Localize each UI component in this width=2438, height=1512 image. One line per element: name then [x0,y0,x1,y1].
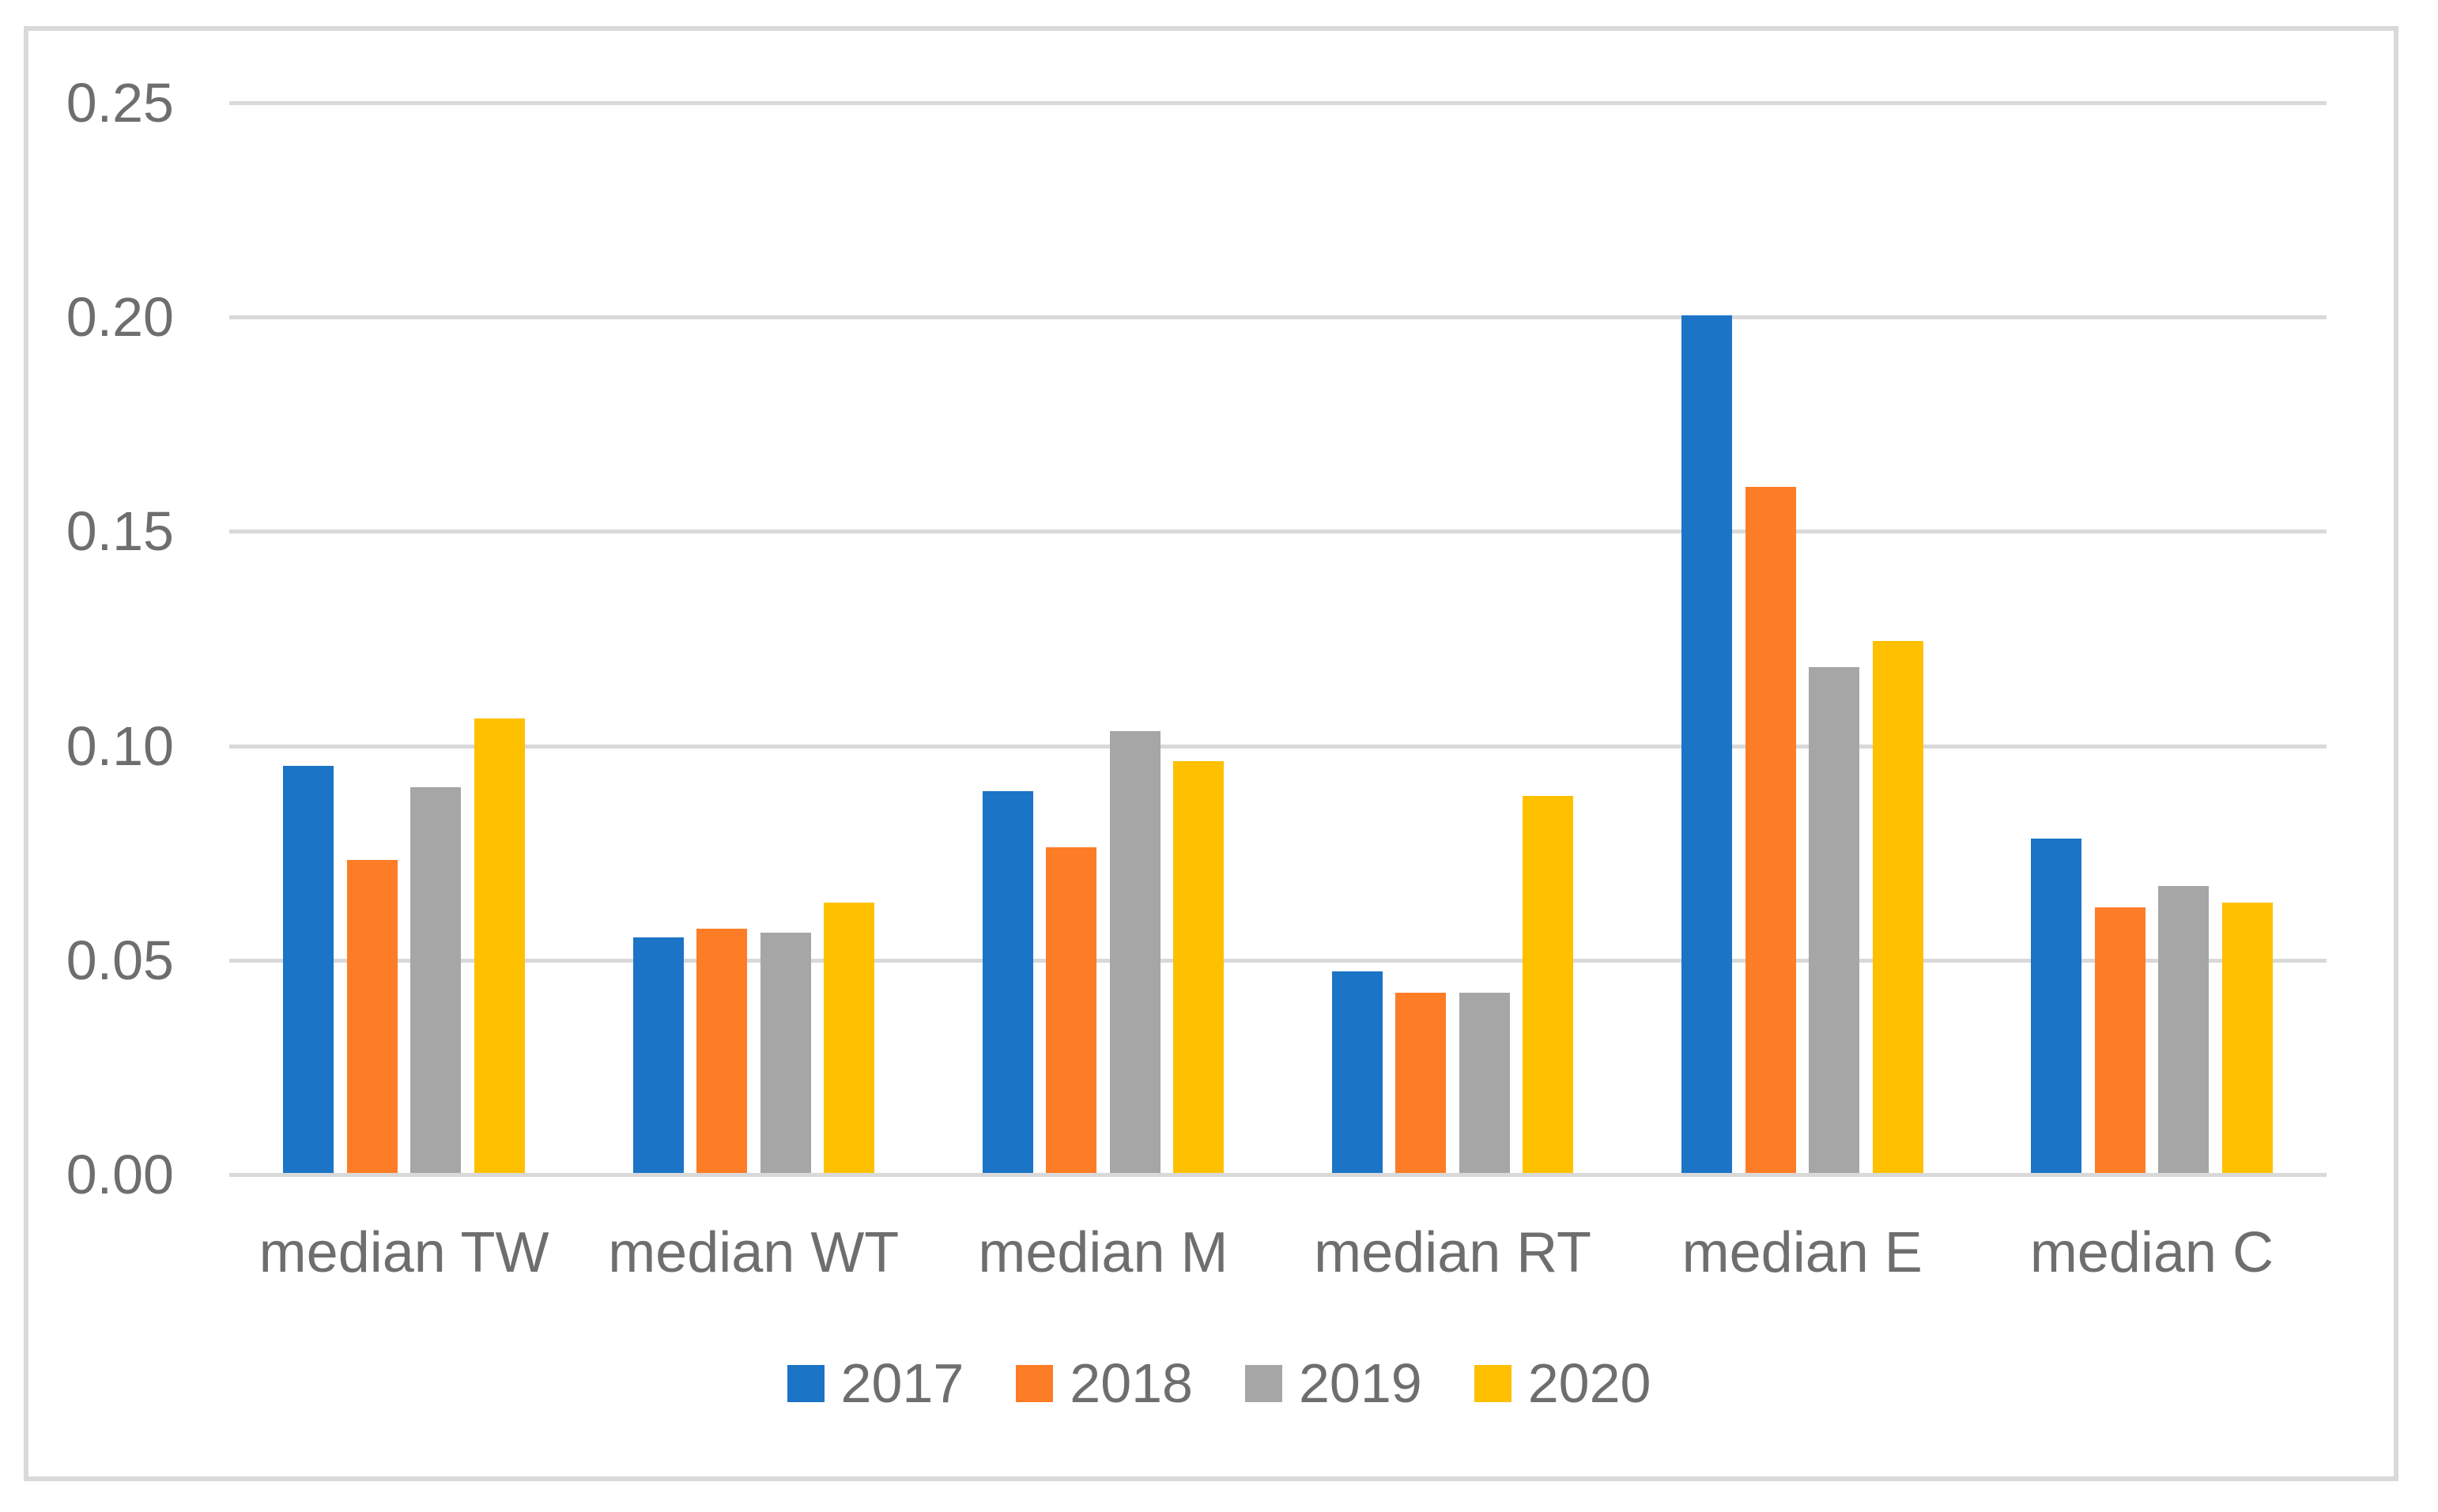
y-tick-label: 0.15 [66,500,174,563]
legend-item-2019: 2019 [1245,1353,1422,1413]
bar-2017-median-C [2031,838,2082,1173]
gridline [229,958,2327,963]
bar-2018-median-TW [346,860,398,1173]
bar-2018-median-C [2094,907,2146,1173]
bar-2020-median-C [2221,903,2273,1173]
bar-2019-median-C [2158,885,2210,1173]
bar-2019-median-M [1109,731,1161,1173]
bar-2018-median-E [1745,487,1796,1173]
bar-2020-median-M [1173,761,1225,1173]
chart-border [24,26,2398,1481]
y-tick-label: 0.05 [66,929,174,991]
bar-2020-median-RT [1523,795,1574,1173]
legend-swatch-2017 [787,1364,825,1402]
legend-item-2017: 2017 [787,1353,964,1413]
legend-swatch-2018 [1016,1364,1054,1402]
gridline [229,530,2327,534]
legend-label: 2019 [1299,1352,1422,1414]
legend-swatch-2019 [1245,1364,1282,1402]
x-category-label: median WT [608,1221,900,1284]
x-category-label: median M [978,1221,1228,1284]
gridline [229,101,2327,105]
bar-2019-median-WT [760,933,811,1173]
bar-2017-median-TW [283,765,334,1173]
bar-2020-median-WT [824,903,874,1173]
gridline [229,315,2327,320]
bar-2017-median-RT [1331,971,1383,1173]
legend-label: 2018 [1070,1352,1193,1414]
bar-2017-median-WT [632,937,684,1173]
y-tick-label: 0.25 [66,72,174,134]
legend-swatch-2020 [1474,1364,1511,1402]
y-tick-label: 0.10 [66,715,174,777]
legend-item-2020: 2020 [1474,1353,1651,1413]
bar-2019-median-E [1809,666,1859,1173]
legend-item-2018: 2018 [1016,1353,1193,1413]
x-category-label: median TW [259,1221,549,1284]
x-category-label: median RT [1314,1221,1591,1284]
bar-2017-median-E [1681,315,1732,1173]
gridline [229,1173,2327,1177]
y-tick-label: 0.00 [66,1144,174,1205]
bar-2018-median-M [1046,846,1097,1173]
bar-2018-median-RT [1395,993,1447,1173]
bar-2019-median-RT [1459,993,1510,1173]
bar-2018-median-WT [696,928,747,1173]
legend: 2017 2018 2019 2020 [0,1353,2438,1413]
bar-2020-median-TW [474,718,525,1173]
x-category-label: median C [2029,1221,2274,1284]
legend-label: 2017 [840,1352,964,1414]
bar-2020-median-E [1872,641,1923,1173]
y-tick-label: 0.20 [66,286,174,349]
x-category-label: median E [1681,1221,1923,1284]
legend-label: 2020 [1527,1352,1651,1414]
gridline [229,744,2327,748]
bar-2017-median-M [982,791,1033,1173]
bar-2019-median-TW [410,786,462,1173]
